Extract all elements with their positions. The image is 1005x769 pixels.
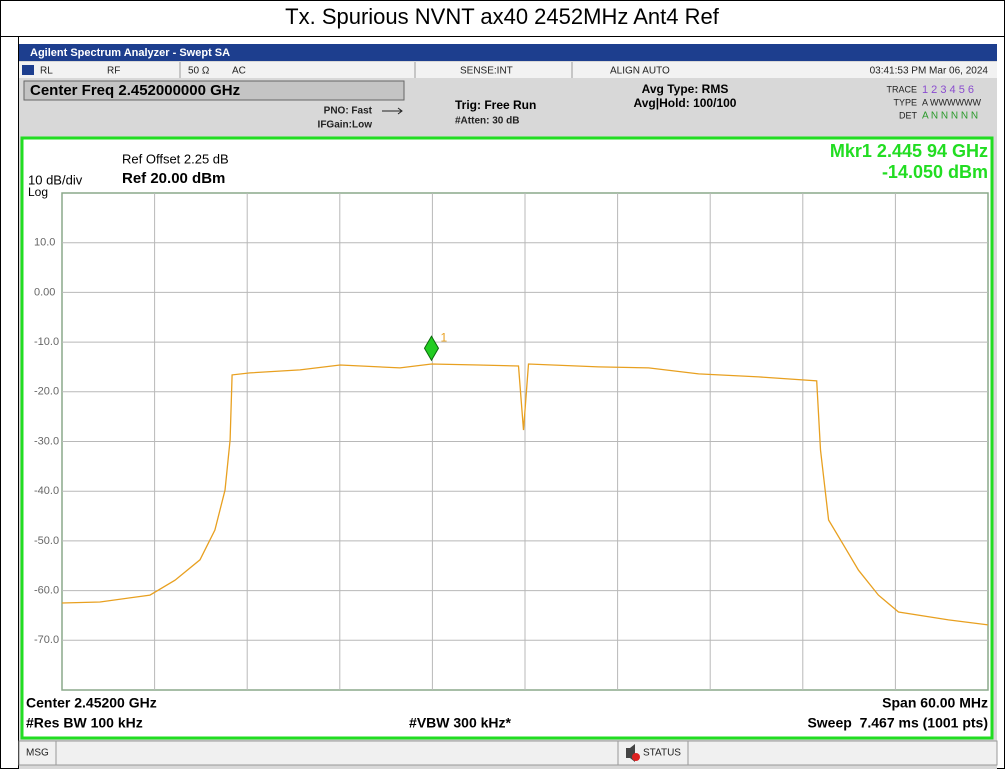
timestamp: 03:41:53 PM Mar 06, 2024 (870, 66, 989, 77)
trig-arrow (382, 107, 403, 115)
status-row (19, 62, 997, 78)
title-bar (19, 44, 997, 61)
trace (61, 363, 989, 626)
rl: RL (40, 66, 53, 77)
y-tick-label: -30.0 (34, 435, 59, 447)
marker-level: -14.050 dBm (882, 162, 988, 182)
sense: SENSE:INT (460, 66, 513, 77)
plot: 10.0 0.00 -10.0 -20.0 -30.0 -40.0 -50.0 -60.0 -7… (34, 192, 989, 691)
pno: PNO: Fast (324, 106, 373, 117)
y-tick-label: -10.0 (34, 336, 59, 348)
y-tick-label: 0.00 (34, 286, 55, 298)
marker (423, 335, 440, 362)
scale: 10 dB/div (28, 172, 83, 187)
avg-hold: Avg|Hold: 100/100 (634, 96, 737, 110)
screen-frame (20, 136, 994, 740)
mute-icon (632, 753, 640, 761)
center-freq: Center Freq 2.452000000 GHz (30, 82, 240, 99)
y-tick-label: -60.0 (34, 585, 59, 597)
det-label: DET (899, 110, 918, 120)
type-value: A WWWWWW (922, 97, 981, 107)
msg: MSG (26, 748, 49, 759)
status-bar (18, 740, 998, 766)
ref-offset: Ref Offset 2.25 dB (122, 151, 229, 166)
y-tick-label: -20.0 (34, 386, 59, 398)
trace-numbers: 1 2 3 4 5 6 (922, 84, 974, 96)
y-tick-label: -40.0 (34, 485, 59, 497)
lxi-icon (22, 65, 34, 75)
ref-level: Ref 20.00 dBm (122, 170, 225, 187)
trace-label: TRACE (886, 84, 917, 94)
scale-type: Log (28, 185, 48, 199)
y-tick-label: 10.0 (34, 237, 55, 249)
y-tick-label: -70.0 (34, 634, 59, 646)
center-freq-box (23, 80, 405, 101)
avg-type: Avg Type: RMS (642, 82, 729, 96)
coupling: AC (232, 66, 246, 77)
window-title: Agilent Spectrum Analyzer - Swept SA (30, 47, 230, 59)
type-label: TYPE (893, 97, 917, 107)
align: ALIGN AUTO (610, 66, 670, 77)
rbw: #Res BW 100 kHz (26, 715, 143, 731)
vbw: #VBW 300 kHz* (409, 715, 511, 731)
page-title: Tx. Spurious NVNT ax40 2452MHz Ant4 Ref (285, 4, 720, 29)
marker-label: 1 (440, 330, 447, 344)
trig: Trig: Free Run (455, 98, 536, 112)
span: Span 60.00 MHz (882, 695, 988, 711)
rf: RF (107, 66, 120, 77)
marker-freq: Mkr1 2.445 94 GHz (830, 141, 988, 161)
atten: #Atten: 30 dB (455, 116, 519, 127)
status: STATUS (643, 748, 681, 759)
det-value: A N N N N N (922, 111, 978, 122)
sweep: Sweep 7.467 ms (1001 pts) (807, 715, 988, 731)
ifgain: IFGain:Low (318, 120, 373, 131)
impedance: 50 Ω (188, 66, 210, 77)
center: Center 2.45200 GHz (26, 695, 157, 711)
y-tick-label: -50.0 (34, 535, 59, 547)
